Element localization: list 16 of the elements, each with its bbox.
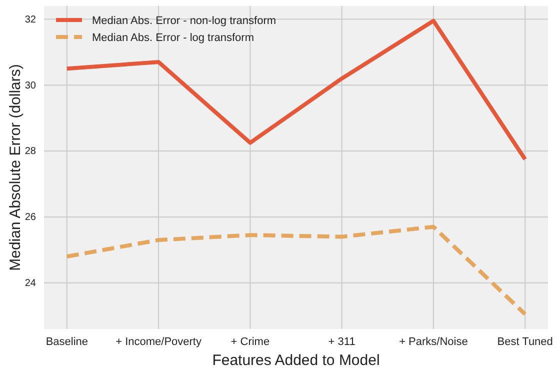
x-tick-label: Baseline [46, 336, 88, 348]
legend-label: Median Abs. Error - non-log transform [92, 15, 276, 27]
y-tick-label: 30 [24, 80, 36, 92]
x-tick-label: + Parks/Noise [399, 336, 468, 348]
y-axis-title: Median Absolute Error (dollars) [7, 64, 24, 271]
x-tick-label: + 311 [328, 336, 356, 348]
x-axis-title: Features Added to Model [212, 352, 380, 369]
x-tick-label: + Crime [230, 336, 270, 348]
legend-label: Median Abs. Error - log transform [92, 32, 254, 44]
y-tick-label: 32 [24, 14, 36, 26]
line-series [64, 224, 528, 316]
x-tick-label: Best Tuned [497, 336, 553, 348]
x-tick-label: + Income/Poverty [116, 336, 202, 348]
y-tick-label: 24 [24, 278, 36, 290]
y-tick-label: 26 [24, 212, 36, 224]
y-tick-label: 28 [24, 146, 36, 158]
